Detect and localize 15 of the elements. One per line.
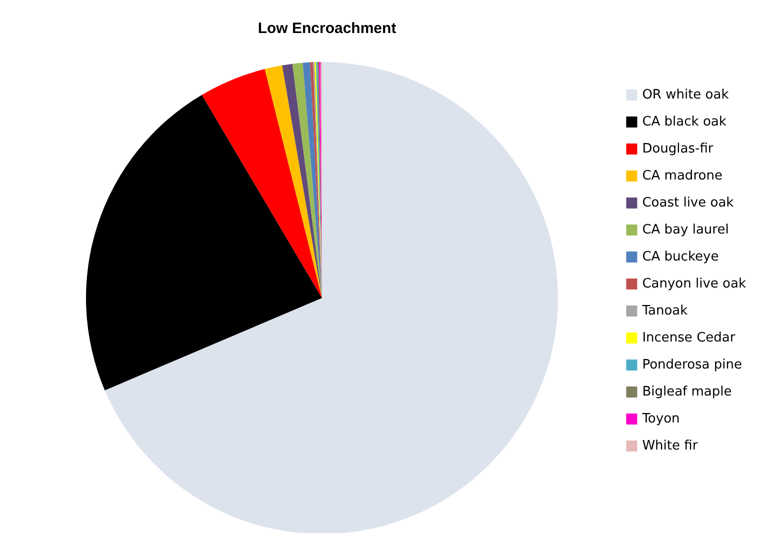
legend-label: CA madrone — [642, 168, 722, 184]
legend-label: CA bay laurel — [642, 222, 729, 238]
legend-label: CA black oak — [642, 114, 727, 130]
chart-title: Low Encroachment — [258, 20, 396, 37]
legend-label: Tanoak — [641, 304, 688, 318]
legend-label: Bigleaf maple — [642, 384, 732, 400]
legend-label: Douglas-fir — [642, 142, 714, 156]
legend-label: Coast live oak — [642, 196, 734, 210]
legend-label: Ponderosa pine — [642, 358, 742, 372]
legend-label: White fir — [642, 438, 698, 454]
legend-label: OR white oak — [642, 88, 730, 102]
legend-label: Canyon live oak — [642, 276, 746, 292]
legend-label: Incense Cedar — [642, 330, 736, 346]
legend-label: CA buckeye — [642, 250, 719, 264]
legend-label: Toyon — [641, 412, 680, 426]
